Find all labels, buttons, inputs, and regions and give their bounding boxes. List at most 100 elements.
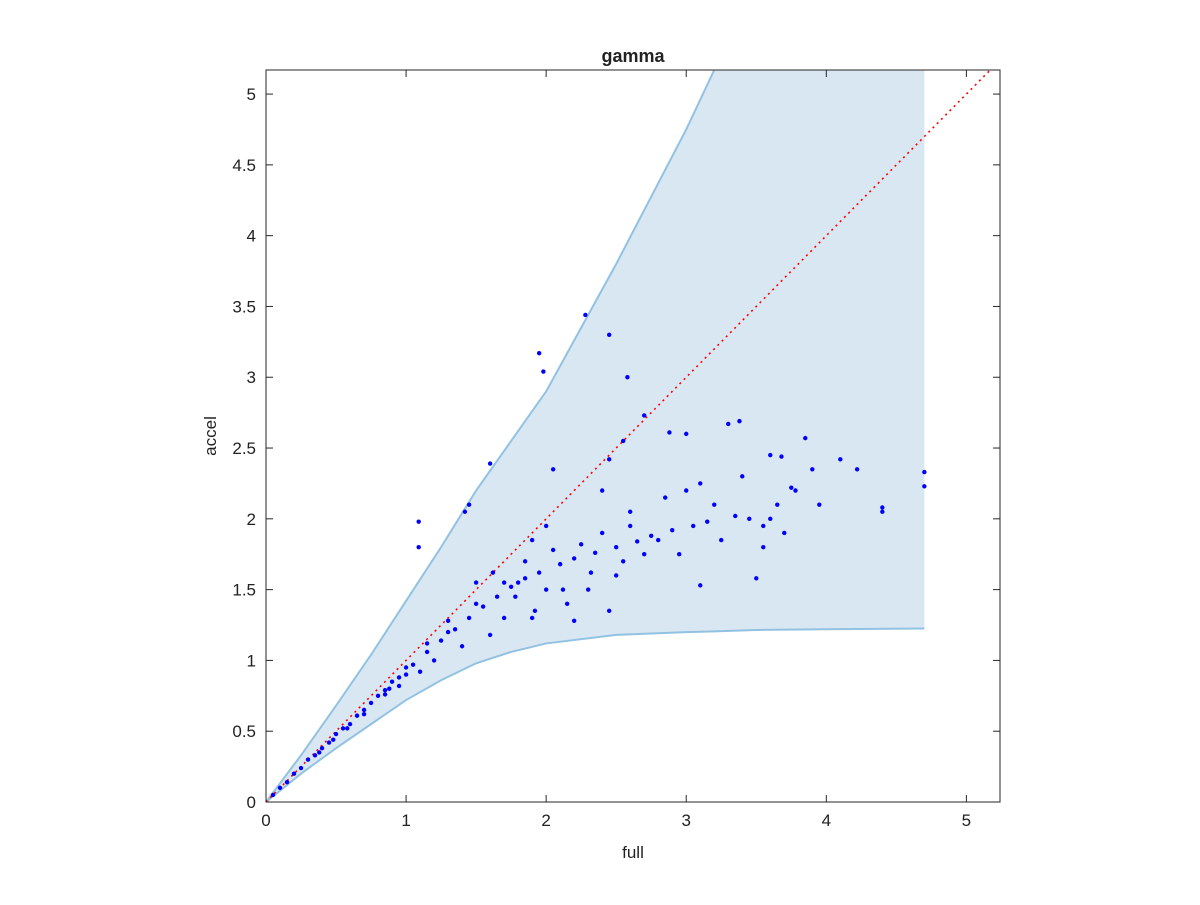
scatter-point <box>677 552 682 557</box>
scatter-point <box>817 502 822 507</box>
scatter-point <box>803 435 808 441</box>
scatter-point <box>416 519 421 524</box>
scatter-point <box>490 570 496 575</box>
scatter-point <box>627 509 633 514</box>
x-tick-label: 4 <box>822 811 831 830</box>
scatter-point <box>550 467 556 472</box>
scatter-point <box>649 533 654 539</box>
band-area <box>266 70 925 802</box>
scatter-point <box>726 421 731 427</box>
scatter-point <box>684 431 689 437</box>
scatter-point <box>761 523 766 529</box>
scatter-point <box>284 779 290 785</box>
scatter-point <box>635 539 640 544</box>
scatter-point <box>417 669 423 674</box>
scatter-point <box>501 580 507 585</box>
x-tick-label: 5 <box>962 811 971 830</box>
scatter-point <box>578 542 584 547</box>
scatter-point <box>719 537 724 543</box>
scatter-point <box>333 731 339 737</box>
scatter-point <box>747 516 752 522</box>
y-tick-label: 3 <box>247 368 256 387</box>
scatter-point <box>585 587 591 592</box>
scatter-point <box>541 369 546 374</box>
scatter-point <box>452 627 458 632</box>
y-tick-label: 4.5 <box>232 156 256 175</box>
scatter-point <box>656 537 661 543</box>
scatter-point <box>880 509 885 514</box>
scatter-point <box>270 792 276 798</box>
scatter-point <box>810 467 815 472</box>
scatter-point <box>642 552 647 557</box>
scatter-point <box>564 601 570 606</box>
scatter-point <box>375 693 381 699</box>
scatter-point <box>793 488 798 493</box>
y-tick-label: 5 <box>247 85 256 104</box>
scatter-point <box>606 608 612 614</box>
scatter-point <box>326 740 332 745</box>
scatter-point <box>473 580 479 585</box>
plot-frame <box>265 69 1001 803</box>
scatter-point <box>298 765 304 771</box>
scatter-point <box>466 615 472 621</box>
x-tick-label: 2 <box>541 811 550 830</box>
scatter-point <box>782 530 787 536</box>
scatter-point <box>667 430 672 435</box>
chart-title: gamma <box>601 46 665 66</box>
scatter-point <box>508 584 514 589</box>
scatter-point <box>779 454 784 459</box>
scatter-point <box>340 726 346 731</box>
scatter-point <box>403 665 409 670</box>
scatter-point <box>698 583 703 588</box>
scatter-point <box>431 658 437 663</box>
scatter-point <box>768 516 773 522</box>
scatter-point <box>642 413 647 418</box>
scatter-point <box>620 559 626 564</box>
scatter-point <box>571 556 577 561</box>
scatter-point <box>501 615 507 621</box>
scatter-point <box>670 527 675 533</box>
scatter-point <box>331 737 336 742</box>
scatter-point <box>416 544 421 550</box>
scatter-point <box>389 679 395 684</box>
scatter-point <box>529 615 535 621</box>
scatter-point <box>387 686 392 691</box>
scatter-point <box>445 629 451 635</box>
scatter-point <box>550 547 556 553</box>
band-lower-edge <box>266 627 925 802</box>
scatter-point <box>684 488 689 493</box>
scatter-point <box>445 618 451 623</box>
scatter-point <box>277 785 283 791</box>
scatter-point <box>838 457 843 462</box>
scatter-point <box>712 502 717 507</box>
y-tick-label: 3.5 <box>232 297 256 316</box>
y-tick-label: 0 <box>247 793 256 812</box>
scatter-point <box>583 312 588 318</box>
scatter-point <box>613 573 619 578</box>
scatter-point <box>410 662 416 667</box>
scatter-point <box>854 467 860 472</box>
scatter-point <box>733 513 738 519</box>
scatter-point <box>513 594 518 599</box>
scatter-point <box>529 537 535 543</box>
scatter-point <box>592 550 598 556</box>
scatter-point <box>319 745 325 751</box>
scatter-point <box>396 675 402 680</box>
scatter-point <box>305 757 311 762</box>
y-tick-label: 2.5 <box>232 439 256 458</box>
scatter-point <box>459 644 465 649</box>
y-tick-label: 4 <box>247 227 256 246</box>
scatter-point <box>606 457 612 462</box>
y-tick-label: 0.5 <box>232 722 256 741</box>
scatter-point <box>599 530 605 536</box>
scatter-point <box>522 559 528 564</box>
scatter-point <box>543 587 549 592</box>
scatter-point <box>737 418 742 424</box>
scatter-point <box>515 580 521 585</box>
y-tick-label: 1 <box>247 651 256 670</box>
scatter-point <box>663 495 668 500</box>
scatter-point <box>613 544 619 550</box>
scatter-point <box>522 576 528 581</box>
scatter-point <box>361 712 367 717</box>
scatter-point <box>494 594 500 599</box>
